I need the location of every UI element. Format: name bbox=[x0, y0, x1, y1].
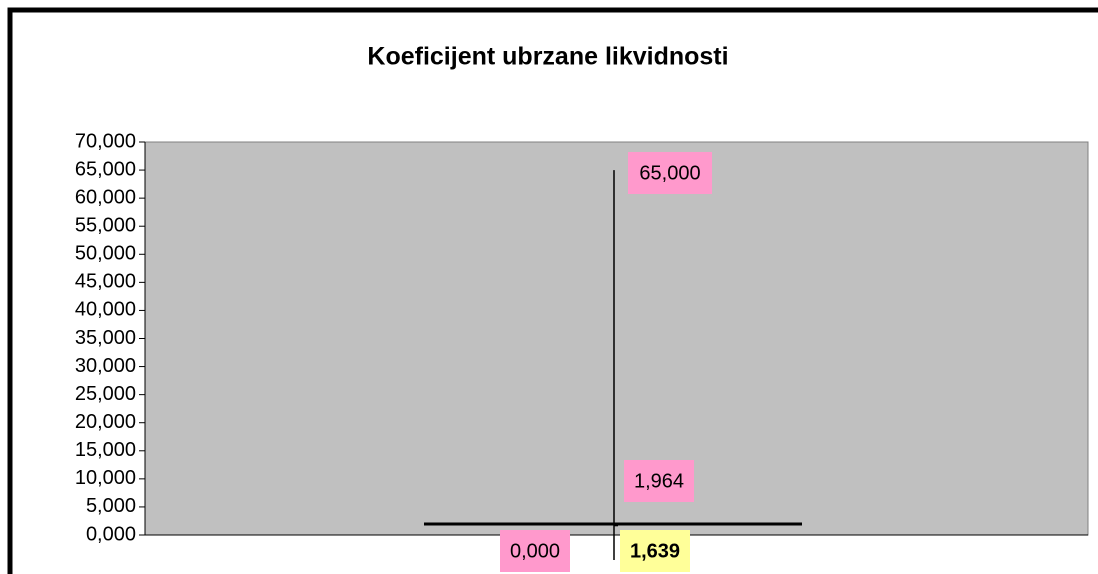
data-label-box bbox=[628, 152, 712, 194]
y-tick-label: 35,000 bbox=[75, 327, 136, 349]
chart-title: Koeficijent ubrzane likvidnosti bbox=[367, 43, 728, 71]
y-tick-label: 50,000 bbox=[75, 243, 136, 265]
y-tick-label: 5,000 bbox=[86, 495, 136, 517]
y-tick-label: 45,000 bbox=[75, 271, 136, 293]
data-label-box bbox=[624, 460, 694, 502]
y-tick-label: 55,000 bbox=[75, 214, 136, 236]
y-tick-label: 15,000 bbox=[75, 439, 136, 461]
y-tick-label: 0,000 bbox=[86, 523, 136, 545]
y-tick-label: 25,000 bbox=[75, 383, 136, 405]
y-tick-label: 20,000 bbox=[75, 411, 136, 433]
data-label: 1,964 bbox=[634, 470, 684, 492]
plot-area bbox=[144, 141, 1089, 536]
y-tick-label: 10,000 bbox=[75, 467, 136, 489]
y-tick-label: 40,000 bbox=[75, 299, 136, 321]
data-label: 0,000 bbox=[510, 540, 560, 562]
data-label: 65,000 bbox=[639, 162, 700, 184]
data-label-box bbox=[620, 530, 690, 572]
y-tick-label: 65,000 bbox=[75, 158, 136, 180]
data-label-box bbox=[500, 530, 570, 572]
data-label: 1,639 bbox=[630, 540, 680, 562]
y-tick-label: 60,000 bbox=[75, 186, 136, 208]
chart-frame bbox=[7, 7, 1098, 574]
y-tick-label: 30,000 bbox=[75, 355, 136, 377]
y-tick-label: 70,000 bbox=[75, 130, 136, 152]
